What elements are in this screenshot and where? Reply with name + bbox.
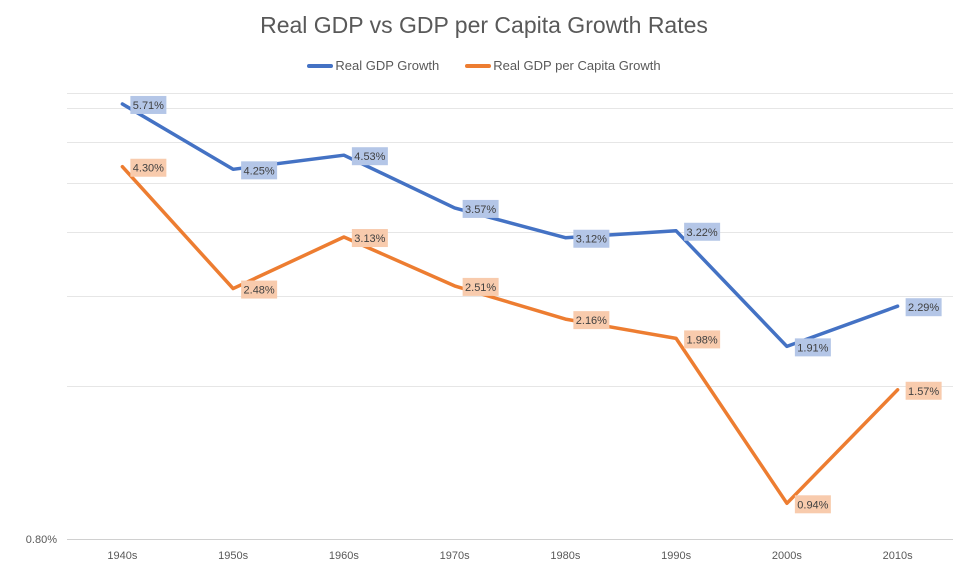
data-label-box	[351, 229, 388, 248]
x-tick-label: 1970s	[440, 550, 470, 562]
data-label-box	[130, 95, 167, 114]
series-line-real-gdp-per-capita	[120, 164, 900, 506]
gridlines	[67, 93, 953, 387]
legend-swatch-real-gdp-per-capita	[465, 63, 492, 68]
legend-label-real-gdp-per-capita: Real GDP per Capita Growth	[493, 58, 661, 73]
data-label-box	[684, 222, 721, 241]
x-tick-label: 1940s	[107, 550, 137, 562]
data-label: 2.48%	[244, 285, 275, 297]
data-label-box	[462, 199, 499, 218]
data-label: 1.57%	[908, 386, 939, 398]
data-label-box	[794, 495, 831, 514]
x-tick-label: 2000s	[772, 550, 802, 562]
data-label: 2.16%	[576, 315, 607, 327]
series-line-real-gdp	[120, 102, 900, 349]
x-tick-label: 1980s	[550, 550, 580, 562]
x-tick-label: 2010s	[883, 550, 913, 562]
x-tick-label: 1960s	[329, 550, 359, 562]
legend: Real GDP Growth Real GDP per Capita Grow…	[0, 58, 968, 73]
data-label: 3.12%	[576, 234, 607, 246]
data-label-box	[241, 161, 278, 180]
data-label: 4.30%	[133, 163, 164, 175]
data-label-box	[794, 338, 831, 357]
data-labels: 5.71% 4.25% 4.53% 3.57% 3.12% 3.22% 1.91% 2.29%…	[130, 95, 942, 514]
data-label-box	[905, 298, 942, 317]
data-label: 3.22%	[687, 227, 718, 239]
data-label-box	[573, 229, 610, 248]
series-lines	[120, 102, 900, 506]
data-label-box	[351, 147, 388, 166]
data-label: 3.13%	[354, 233, 385, 245]
legend-item-real-gdp-per-capita: Real GDP per Capita Growth	[465, 58, 661, 73]
data-label-box	[462, 277, 499, 296]
data-label-box	[130, 158, 167, 177]
data-label: 1.91%	[797, 342, 828, 354]
legend-swatch-real-gdp	[307, 63, 334, 68]
data-label: 3.57%	[465, 204, 496, 216]
legend-label-real-gdp: Real GDP Growth	[335, 58, 440, 73]
x-tick-label: 1950s	[218, 550, 248, 562]
data-label: 4.25%	[244, 165, 275, 177]
data-label-box	[905, 381, 942, 400]
data-label-box	[573, 311, 610, 330]
data-label: 2.29%	[908, 302, 939, 314]
data-label-box	[684, 330, 721, 349]
data-label-box	[241, 280, 278, 299]
data-label: 0.94%	[797, 499, 828, 511]
legend-item-real-gdp: Real GDP Growth	[307, 58, 439, 73]
data-label: 1.98%	[687, 334, 718, 346]
x-tick-label: 1990s	[661, 550, 691, 562]
y-tick-label: 0.80%	[26, 534, 57, 546]
data-label: 4.53%	[354, 151, 385, 163]
chart-title: Real GDP vs GDP per Capita Growth Rates	[260, 12, 708, 38]
data-label: 2.51%	[465, 282, 496, 294]
axes: 0.80% 1940s 1950s 1960s 1970s 1980s 1990s 2000s…	[26, 534, 953, 562]
data-label: 5.71%	[133, 100, 164, 112]
